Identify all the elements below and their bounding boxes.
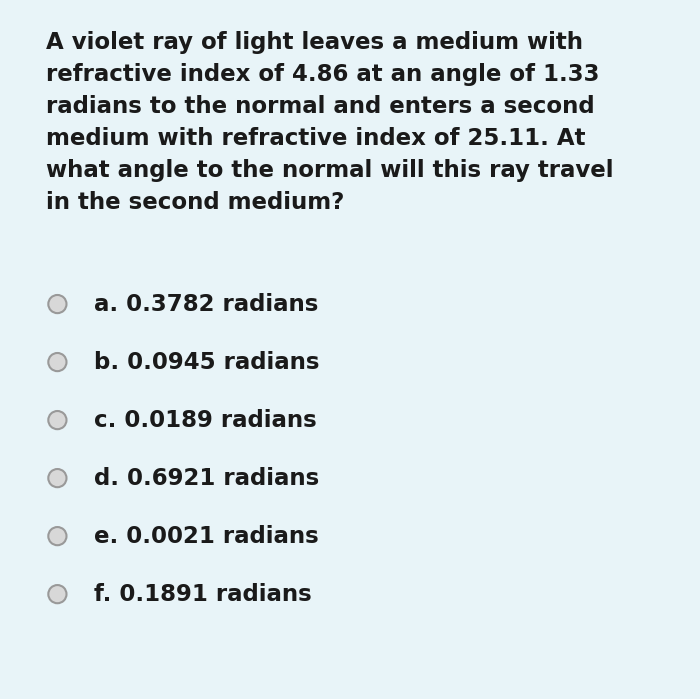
Circle shape <box>48 295 66 313</box>
Text: c. 0.0189 radians: c. 0.0189 radians <box>94 409 317 431</box>
Circle shape <box>48 469 66 487</box>
Text: d. 0.6921 radians: d. 0.6921 radians <box>94 467 320 489</box>
Circle shape <box>48 353 66 371</box>
Circle shape <box>48 585 66 603</box>
Text: f. 0.1891 radians: f. 0.1891 radians <box>94 583 312 605</box>
Circle shape <box>48 527 66 545</box>
Text: e. 0.0021 radians: e. 0.0021 radians <box>94 525 319 547</box>
Text: A violet ray of light leaves a medium with
refractive index of 4.86 at an angle : A violet ray of light leaves a medium wi… <box>46 31 613 215</box>
Text: b. 0.0945 radians: b. 0.0945 radians <box>94 351 320 373</box>
Circle shape <box>48 411 66 429</box>
Text: a. 0.3782 radians: a. 0.3782 radians <box>94 293 319 315</box>
